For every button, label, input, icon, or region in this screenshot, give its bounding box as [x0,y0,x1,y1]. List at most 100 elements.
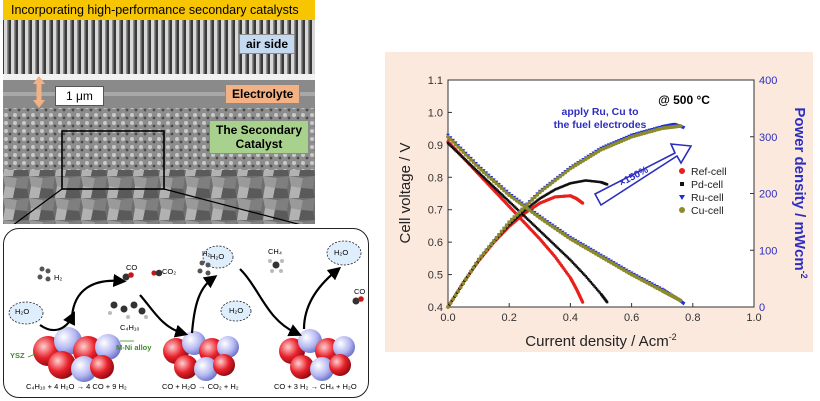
pd-cell-voltage-point [455,150,459,153]
ref-cell-voltage-point [581,300,585,304]
y-tick-label: 0.8 [428,172,443,184]
pd-cell-power-point [583,179,586,182]
h2-label-1: H₂ [54,273,63,282]
pd-cell-power-point [562,184,566,188]
x-tick-label: 0.4 [563,312,578,324]
ref-cell-power-point [581,201,585,205]
cu-cell-voltage-point [471,160,476,165]
pd-cell-power-point [580,179,584,183]
pd-cell-voltage-point [479,173,483,177]
cu-cell-power-point [514,213,519,217]
arrow-6 [302,266,342,330]
pd-cell-voltage-point [580,270,584,274]
iv-power-chart: 0.0 0.2 0.4 0.6 0.8 1.0 0.4 0.5 0.6 0.7 0.8 0.9 1.0 1… [385,52,813,352]
cu-cell-power-point [469,269,473,274]
air-side-label: air side [239,34,296,54]
pd-cell-voltage-point [561,251,564,254]
pd-cell-power-point [465,275,469,279]
pd-cell-voltage-point [501,194,505,197]
arrow-1 [39,311,75,332]
pd-cell-voltage-point [514,206,517,209]
cu-cell-power-point [461,281,466,286]
pd-cell-power-point [587,179,590,182]
legend-label-pd-cell: Pd-cell [691,179,723,191]
pd-cell-power-point [543,194,547,197]
secondary-catalyst-label: The Secondary Catalyst [209,120,310,154]
cu-cell-power-point [509,218,514,222]
pd-cell-voltage-point [530,222,534,225]
cu-cell-power-point [678,124,683,128]
cu-cell-voltage-point [466,155,471,160]
ru-cell-voltage-point [681,302,686,306]
pd-cell-voltage-point [468,162,471,166]
cu-cell-power-point [532,195,537,200]
pd-cell-voltage-point [570,260,573,263]
mechanism-drawing [8,240,364,382]
x-tick-label: 0.0 [440,312,455,324]
arrow-4 [190,275,218,334]
pd-cell-power-point [541,195,544,199]
pd-cell-power-point [573,181,576,184]
temperature-label: @ 500 °C [658,93,710,107]
x-tick-label: 0.2 [502,312,517,324]
pd-cell-power-point [581,179,585,183]
y2-axis-title: Power density / mWcm-2 [791,107,809,278]
pd-cell-voltage-point [524,216,527,219]
cu-cell-power-point [494,236,499,240]
y2-tick-label: 0 [759,302,765,314]
pd-cell-voltage-point [493,187,497,190]
annotation-line2: the fuel electrodes [554,119,647,131]
pd-cell-power-point [513,218,516,222]
cu-cell-power-point [446,305,450,309]
pd-cell-voltage-point [495,188,498,191]
cu-cell-power-point [507,220,512,225]
pd-cell-voltage-point [579,269,582,272]
cu-cell-voltage-point [451,139,455,144]
pd-cell-voltage-point [587,277,590,281]
pd-cell-power-point [471,268,474,271]
cu-cell-power-point [451,297,455,302]
pd-cell-voltage-point [451,146,455,150]
cu-cell-voltage-point [497,184,501,188]
cu-cell-power-point [555,176,560,181]
co2-label: CO₂ [162,267,177,276]
pd-cell-voltage-point [550,240,553,243]
pd-cell-voltage-point [536,227,539,230]
cu-cell-power-point [453,293,458,298]
legend-marker-cu-cell [679,207,685,213]
pd-cell-voltage-point [476,170,479,173]
pd-cell-power-point [508,223,511,226]
cu-cell-power-point [530,197,535,202]
pd-cell-voltage-point [592,283,595,287]
series-cu-cell [446,124,683,309]
cu-cell-power-point [502,226,506,231]
pd-cell-power-point [533,201,536,204]
y2-tick-label: 300 [759,132,777,144]
pd-cell-voltage-point [485,178,488,181]
pd-cell-voltage-point [474,168,478,172]
ysz-label: YSZ [10,351,25,360]
pd-cell-voltage-point [543,234,547,237]
pd-cell-power-point [584,179,587,182]
pd-cell-voltage-point [583,273,586,277]
pd-cell-voltage-point [472,166,475,169]
co-label-1: CO [126,263,138,272]
pd-cell-voltage-point [516,208,520,212]
pd-cell-power-point [468,272,471,275]
pd-cell-power-point [538,197,541,200]
pd-cell-voltage-point [532,223,535,226]
x-tick-label: 0.6 [624,312,639,324]
x-tick-label: 1.0 [746,312,761,324]
pd-cell-power-point [530,203,534,206]
cu-cell-voltage-point [446,134,450,139]
pd-cell-voltage-point [595,288,599,291]
catalyst-cluster-3 [279,329,355,381]
pd-cell-power-point [592,180,595,183]
pd-cell-voltage-point [463,157,466,161]
pd-cell-voltage-point [492,185,496,189]
pd-cell-voltage-point [491,184,494,187]
cu-cell-voltage-point [678,298,683,303]
pd-cell-power-point [534,200,538,203]
cu-cell-voltage-point [453,142,458,147]
cu-cell-power-point [497,233,501,237]
